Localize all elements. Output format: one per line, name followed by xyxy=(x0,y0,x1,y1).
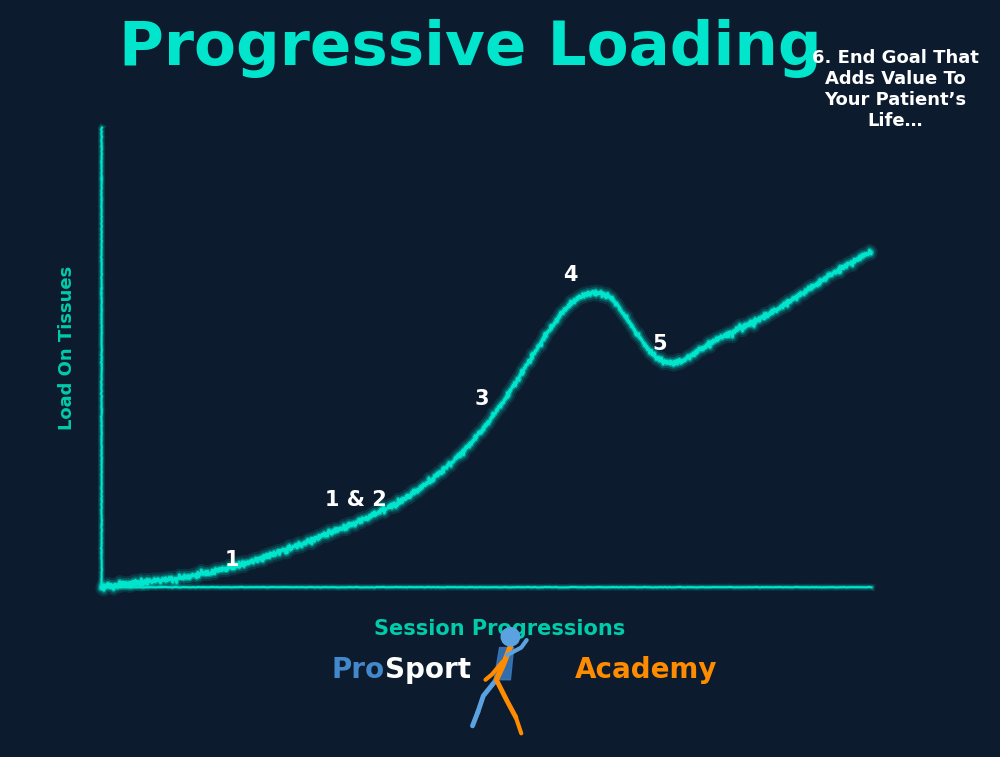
Text: 1 & 2: 1 & 2 xyxy=(325,490,387,510)
Text: 5: 5 xyxy=(652,334,667,354)
X-axis label: Session Progressions: Session Progressions xyxy=(374,619,626,640)
Text: Progressive Loading: Progressive Loading xyxy=(119,19,821,78)
Text: Pro: Pro xyxy=(332,656,385,684)
Polygon shape xyxy=(494,647,514,680)
Text: Academy: Academy xyxy=(575,656,718,684)
Text: 6. End Goal That
Adds Value To
Your Patient’s
Life…: 6. End Goal That Adds Value To Your Pati… xyxy=(812,49,978,129)
Text: Sport: Sport xyxy=(385,656,471,684)
Y-axis label: Load On Tissues: Load On Tissues xyxy=(58,266,76,430)
Text: 3: 3 xyxy=(475,389,489,409)
Text: 4: 4 xyxy=(564,265,578,285)
Circle shape xyxy=(501,628,520,646)
Text: 1: 1 xyxy=(225,550,239,569)
